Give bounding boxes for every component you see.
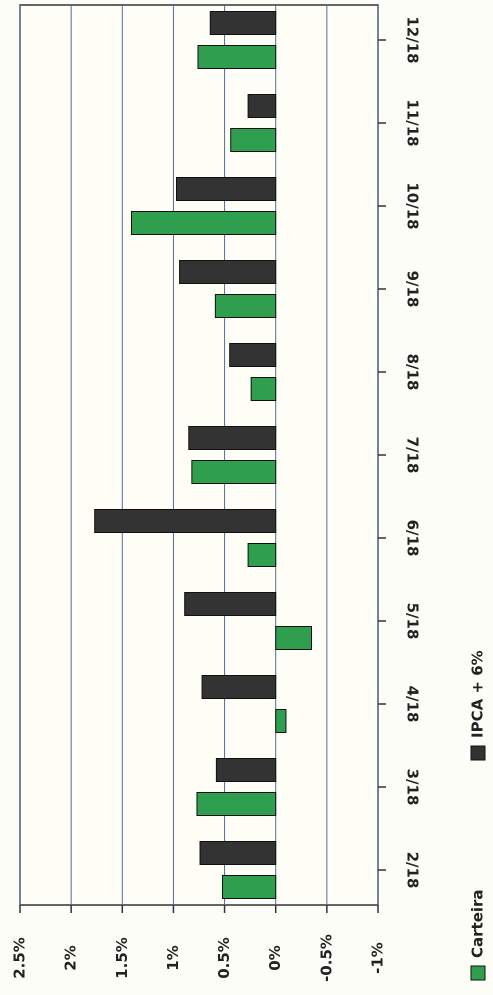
- bar: [179, 260, 277, 284]
- legend-label: IPCA + 6%: [469, 650, 487, 738]
- category-label: 5/18: [404, 603, 422, 640]
- bar: [175, 177, 277, 201]
- bar: [130, 211, 277, 235]
- bar: [275, 709, 287, 733]
- bar: [250, 377, 277, 401]
- category-label: 11/18: [404, 99, 422, 146]
- plot-frame: [19, 4, 379, 906]
- bar: [275, 626, 313, 650]
- bar: [214, 294, 277, 318]
- bar: [196, 792, 277, 816]
- bar: [215, 758, 277, 782]
- category-label: 8/18: [404, 354, 422, 391]
- bar: [229, 343, 277, 367]
- category-label: 10/18: [404, 182, 422, 229]
- category-label: 4/18: [404, 686, 422, 723]
- bar: [191, 460, 277, 484]
- bar: [184, 592, 277, 616]
- bar: [199, 841, 277, 865]
- x-tick-label: 1%: [164, 945, 182, 970]
- x-tick-label: -0.5%: [317, 934, 335, 982]
- category-label: 6/18: [404, 520, 422, 557]
- category-label: 2/18: [404, 852, 422, 889]
- bar: [201, 675, 277, 699]
- bar: [94, 509, 277, 533]
- x-tick-label: 2%: [62, 945, 80, 970]
- category-label: 12/18: [404, 16, 422, 63]
- legend-swatch: [470, 745, 486, 761]
- bar: [197, 45, 277, 69]
- bar: [247, 543, 277, 567]
- bar: [247, 94, 277, 118]
- x-tick-label: 2.5%: [11, 937, 29, 979]
- bar: [222, 875, 277, 899]
- x-tick-label: 1.5%: [113, 937, 131, 979]
- x-tick-label: 0.5%: [215, 937, 233, 979]
- x-tick-label: 0%: [266, 945, 284, 970]
- bar: [230, 128, 277, 152]
- category-label: 7/18: [404, 437, 422, 474]
- legend-swatch: [470, 965, 486, 981]
- x-tick-label: -1%: [369, 942, 387, 974]
- category-label: 9/18: [404, 271, 422, 308]
- bar: [188, 426, 277, 450]
- bar: [209, 11, 277, 35]
- legend-label: Carteira: [469, 889, 487, 958]
- category-label: 3/18: [404, 769, 422, 806]
